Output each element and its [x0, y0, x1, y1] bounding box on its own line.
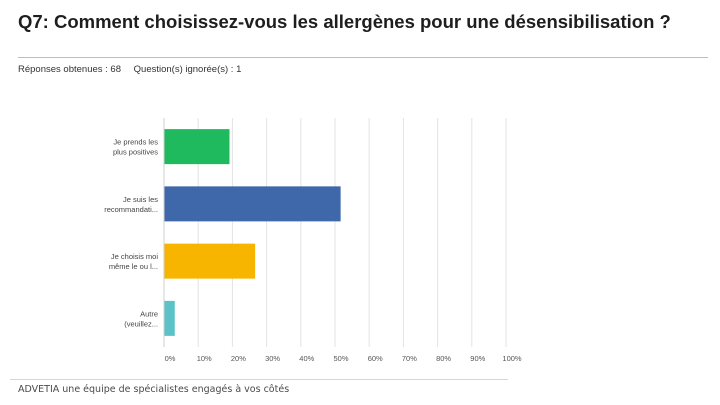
x-tick-label: 70% — [402, 354, 417, 363]
category-label: (veuillez... — [124, 319, 158, 328]
footer-text: ADVETIA une équipe de spécialistes engag… — [18, 384, 290, 395]
bar — [164, 129, 230, 165]
footer-divider — [10, 379, 508, 380]
x-tick-label: 80% — [436, 354, 451, 363]
x-tick-label: 20% — [231, 354, 246, 363]
category-label: Autre — [140, 309, 158, 318]
x-tick-label: 10% — [197, 354, 212, 363]
x-tick-label: 90% — [470, 354, 485, 363]
x-tick-label: 0% — [165, 354, 176, 363]
question-title: Q7: Comment choisissez-vous les allergèn… — [18, 11, 671, 32]
category-label: plus positives — [113, 148, 158, 157]
skipped-count: Question(s) ignorée(s) : 1 — [133, 64, 242, 75]
response-stats: Réponses obtenues : 68 Question(s) ignor… — [18, 64, 251, 75]
category-label: recommandati... — [104, 205, 158, 214]
bar — [164, 243, 256, 279]
x-tick-label: 50% — [333, 354, 348, 363]
x-tick-label: 30% — [265, 354, 280, 363]
category-label: Je choisis moi — [111, 252, 158, 261]
category-label: Je suis les — [123, 195, 158, 204]
header-divider — [18, 57, 708, 58]
category-label: même le ou l... — [109, 262, 158, 271]
x-tick-label: 60% — [368, 354, 383, 363]
responses-count: Réponses obtenues : 68 — [18, 64, 121, 75]
bar — [164, 186, 341, 222]
x-tick-label: 100% — [502, 354, 522, 363]
bar — [164, 300, 175, 336]
category-label: Je prends les — [113, 138, 158, 147]
x-tick-label: 40% — [299, 354, 314, 363]
